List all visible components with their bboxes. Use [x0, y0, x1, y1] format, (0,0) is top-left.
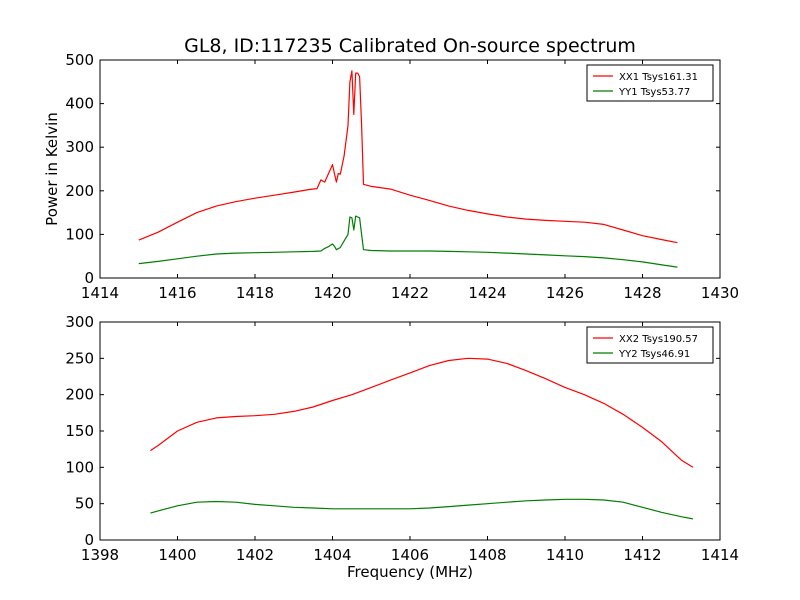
upper-plot-xx1-yy1: 1414 1416 1418 1420 1422 1424 1426 1428 1430 0 100… — [43, 51, 739, 302]
y-tick-label: 100 — [65, 458, 94, 476]
x-tick-label: 1418 — [236, 284, 274, 302]
y-tick-label: 150 — [65, 422, 94, 440]
y-tick-label: 500 — [65, 51, 94, 69]
y-tick-label: 200 — [65, 386, 94, 404]
legend-entry: XX1 Tsys161.31 — [619, 72, 698, 83]
x-tick-label: 1398 — [81, 546, 119, 564]
y-tick-label: 300 — [65, 313, 94, 331]
x-tick-label: 1402 — [236, 546, 274, 564]
series-group — [150, 357, 694, 520]
series-line-yy — [150, 498, 694, 520]
y-tick-label: 200 — [65, 182, 94, 200]
series-group — [138, 70, 678, 268]
y-tick-label: 100 — [65, 225, 94, 243]
y-tick-label: 300 — [65, 138, 94, 156]
x-tick-label: 1426 — [546, 284, 584, 302]
series-line-xx — [150, 357, 694, 468]
x-tick-label: 1410 — [546, 546, 584, 564]
x-tick-label: 1412 — [623, 546, 661, 564]
x-tick-label: 1414 — [81, 284, 119, 302]
series-line-yy — [138, 215, 678, 268]
x-tick-label: 1404 — [313, 546, 351, 564]
y-tick-label: 0 — [84, 531, 94, 549]
lower-plot-xx2-yy2: 1398 1400 1402 1404 1406 1408 1410 1412 1414 0 50 1… — [65, 313, 739, 581]
x-tick-label: 1406 — [391, 546, 429, 564]
legend-entry: XX2 Tsys190.57 — [619, 334, 698, 345]
chart-title: GL8, ID:117235 Calibrated On-source spec… — [184, 35, 636, 57]
x-tick-label: 1400 — [158, 546, 196, 564]
x-tick-label: 1414 — [701, 546, 739, 564]
legend-box — [586, 64, 714, 102]
x-tick-label: 1430 — [701, 284, 739, 302]
x-axis-label: Frequency (MHz) — [347, 563, 473, 581]
x-tick-label: 1428 — [623, 284, 661, 302]
x-tick-label: 1422 — [391, 284, 429, 302]
y-tick-label: 250 — [65, 349, 94, 367]
y-tick-label: 400 — [65, 95, 94, 113]
legend-entry: YY1 Tsys53.77 — [618, 87, 690, 98]
legend-entry: YY2 Tsys46.91 — [618, 349, 690, 360]
y-axis-label: Power in Kelvin — [43, 112, 61, 226]
x-tick-label: 1416 — [158, 284, 196, 302]
y-tick-label: 50 — [75, 495, 94, 513]
x-tick-label: 1420 — [313, 284, 351, 302]
x-tick-label: 1408 — [468, 546, 506, 564]
series-line-xx — [138, 70, 678, 244]
x-tick-label: 1424 — [468, 284, 506, 302]
y-tick-label: 0 — [84, 269, 94, 287]
legend-box — [586, 326, 714, 364]
